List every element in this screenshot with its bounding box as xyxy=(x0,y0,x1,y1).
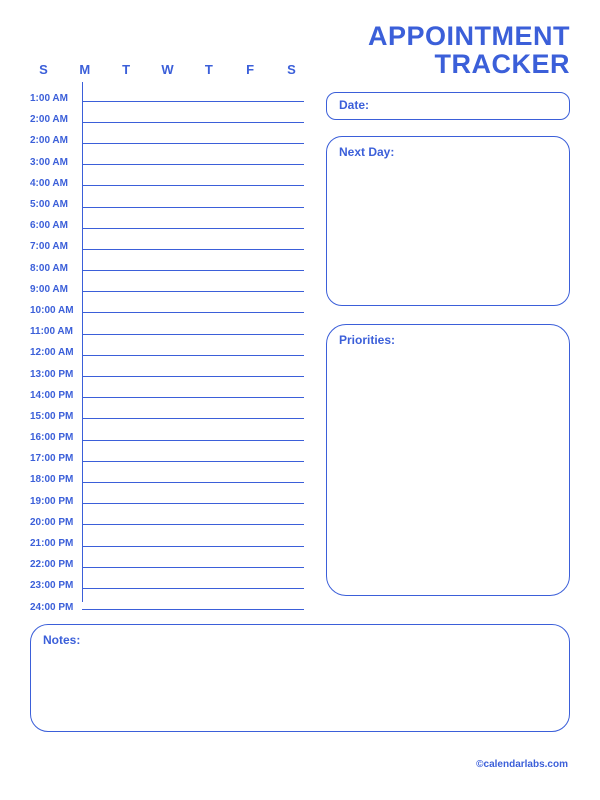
priorities-label: Priorities: xyxy=(339,333,395,347)
priorities-box: Priorities: xyxy=(326,324,570,596)
notes-label: Notes: xyxy=(43,633,80,647)
time-grid: 1:00 AM 2:00 AM 2:00 AM 3:00 AM 4:00 AM 5:00 … xyxy=(28,88,308,618)
time-label: 21:00 PM xyxy=(28,538,82,549)
time-label: 11:00 AM xyxy=(28,326,82,337)
day-t: T xyxy=(117,62,137,77)
time-row: 13:00 PM xyxy=(28,363,308,384)
footer-credit: ©calendarlabs.com xyxy=(476,759,568,770)
time-row: 14:00 PM xyxy=(28,385,308,406)
time-row: 3:00 AM xyxy=(28,152,308,173)
time-row: 9:00 AM xyxy=(28,279,308,300)
time-label: 12:00 AM xyxy=(28,347,82,358)
time-label: 18:00 PM xyxy=(28,474,82,485)
day-t2: T xyxy=(199,62,219,77)
time-label: 24:00 PM xyxy=(28,602,82,613)
time-row: 7:00 AM xyxy=(28,236,308,257)
time-row: 19:00 PM xyxy=(28,491,308,512)
time-label: 1:00 AM xyxy=(28,93,82,104)
time-row: 12:00 AM xyxy=(28,342,308,363)
time-row: 16:00 PM xyxy=(28,427,308,448)
page-title: APPOINTMENT TRACKER xyxy=(368,22,570,79)
time-label: 2:00 AM xyxy=(28,114,82,125)
time-row: 21:00 PM xyxy=(28,533,308,554)
time-label: 3:00 AM xyxy=(28,157,82,168)
time-row: 20:00 PM xyxy=(28,512,308,533)
notes-box: Notes: xyxy=(30,624,570,732)
time-row: 5:00 AM xyxy=(28,194,308,215)
time-label: 7:00 AM xyxy=(28,241,82,252)
time-row: 10:00 AM xyxy=(28,300,308,321)
day-header-row: S M T W T F S xyxy=(34,62,302,77)
appointment-tracker-page: APPOINTMENT TRACKER S M T W T F S 1:00 A… xyxy=(0,0,600,800)
time-row: 6:00 AM xyxy=(28,215,308,236)
time-row: 1:00 AM xyxy=(28,88,308,109)
time-label: 2:00 AM xyxy=(28,135,82,146)
time-label: 8:00 AM xyxy=(28,263,82,274)
time-row: 17:00 PM xyxy=(28,448,308,469)
time-row: 15:00 PM xyxy=(28,406,308,427)
time-label: 16:00 PM xyxy=(28,432,82,443)
time-label: 5:00 AM xyxy=(28,199,82,210)
time-label: 15:00 PM xyxy=(28,411,82,422)
time-label: 20:00 PM xyxy=(28,517,82,528)
time-row: 4:00 AM xyxy=(28,173,308,194)
date-box: Date: xyxy=(326,92,570,120)
time-label: 6:00 AM xyxy=(28,220,82,231)
time-label: 9:00 AM xyxy=(28,284,82,295)
day-w: W xyxy=(158,62,178,77)
time-row: 2:00 AM xyxy=(28,109,308,130)
day-m: M xyxy=(75,62,95,77)
time-label: 4:00 AM xyxy=(28,178,82,189)
time-row: 2:00 AM xyxy=(28,130,308,151)
time-row: 18:00 PM xyxy=(28,469,308,490)
time-row: 22:00 PM xyxy=(28,554,308,575)
time-label: 13:00 PM xyxy=(28,369,82,380)
time-row: 24:00 PM xyxy=(28,597,308,618)
time-label: 14:00 PM xyxy=(28,390,82,401)
time-row: 23:00 PM xyxy=(28,575,308,596)
time-label: 10:00 AM xyxy=(28,305,82,316)
time-label: 23:00 PM xyxy=(28,580,82,591)
title-line-2: TRACKER xyxy=(368,50,570,78)
time-label: 22:00 PM xyxy=(28,559,82,570)
date-label: Date: xyxy=(339,98,369,112)
next-day-box: Next Day: xyxy=(326,136,570,306)
time-label: 17:00 PM xyxy=(28,453,82,464)
title-line-1: APPOINTMENT xyxy=(368,22,570,50)
time-row: 8:00 AM xyxy=(28,258,308,279)
day-f: F xyxy=(241,62,261,77)
time-row: 11:00 AM xyxy=(28,321,308,342)
day-s: S xyxy=(34,62,54,77)
time-label: 19:00 PM xyxy=(28,496,82,507)
next-day-label: Next Day: xyxy=(339,145,394,159)
day-s2: S xyxy=(282,62,302,77)
